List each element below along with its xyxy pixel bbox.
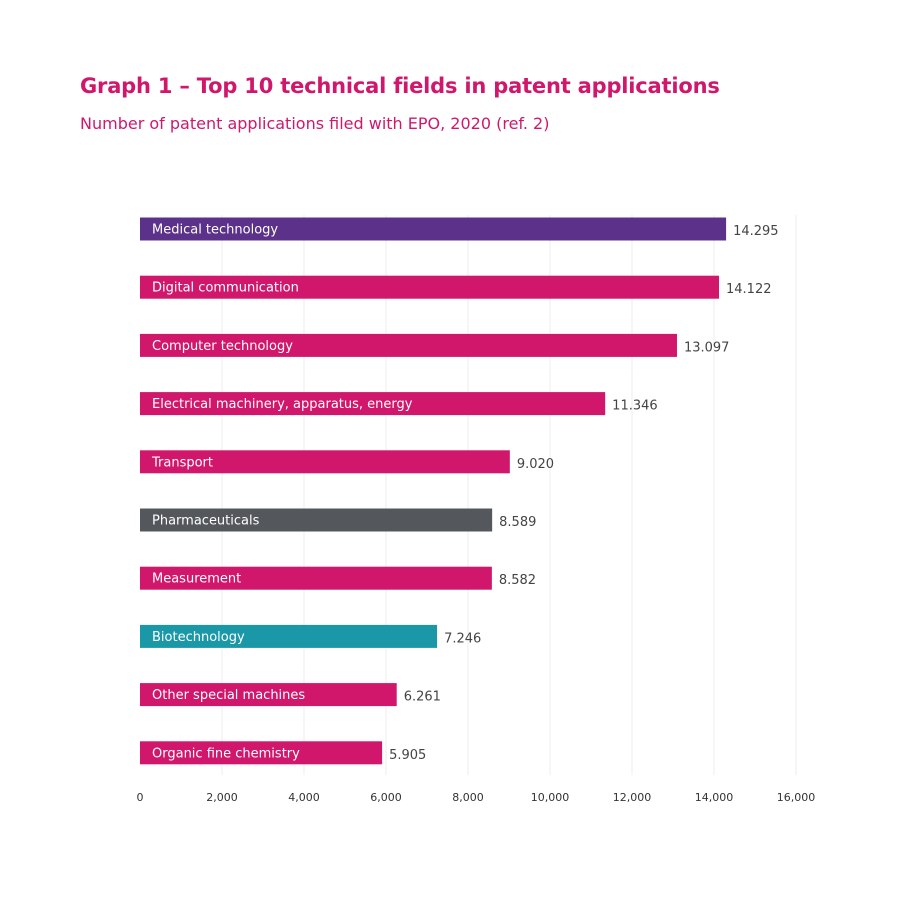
bar — [140, 275, 720, 299]
bar-value-label: 9.020 — [517, 457, 554, 472]
bar-category-label: Medical technology — [152, 223, 278, 238]
bar-value-label: 5.905 — [389, 748, 426, 763]
bar-category-label: Digital communication — [152, 281, 299, 296]
bar — [140, 217, 727, 241]
bar-value-label: 8.589 — [499, 515, 536, 530]
bar — [140, 683, 397, 707]
bar — [140, 392, 606, 416]
bar-category-label: Pharmaceuticals — [152, 514, 260, 529]
x-tick-label: 0 — [137, 791, 144, 804]
bar-category-label: Other special machines — [152, 688, 305, 703]
grid-lines — [221, 215, 797, 775]
x-tick-label: 2,000 — [206, 791, 238, 804]
x-tick-label: 8,000 — [452, 791, 484, 804]
bar-value-label: 11.346 — [612, 399, 658, 414]
bar-category-label: Organic fine chemistry — [152, 746, 300, 761]
bar-value-label: 13.097 — [684, 340, 730, 355]
chart-subtitle: Number of patent applications filed with… — [80, 114, 550, 133]
x-tick-label: 4,000 — [288, 791, 320, 804]
bar — [140, 566, 492, 590]
bars: Medical technology 14.295 Digital communic… — [140, 217, 779, 765]
bar-value-label: 6.261 — [404, 690, 441, 705]
bar — [140, 508, 493, 532]
bar-value-label: 7.246 — [444, 631, 481, 646]
x-tick-label: 14,000 — [695, 791, 734, 804]
bar — [140, 450, 510, 474]
bar — [140, 741, 383, 765]
x-axis-ticks: 0 2,000 4,000 6,000 8,000 10,000 12,000 14,000 1… — [137, 791, 816, 804]
bar-value-label: 14.122 — [726, 282, 772, 297]
bar-category-label: Computer technology — [152, 339, 293, 354]
bar — [140, 333, 677, 357]
x-tick-label: 10,000 — [531, 791, 570, 804]
x-tick-label: 6,000 — [370, 791, 402, 804]
bar-category-label: Transport — [151, 455, 213, 470]
bar-value-label: 8.582 — [499, 573, 536, 588]
bar-category-label: Electrical machinery, apparatus, energy — [152, 397, 413, 412]
x-tick-label: 16,000 — [777, 791, 816, 804]
bar-category-label: Biotechnology — [152, 630, 245, 645]
chart-title: Graph 1 – Top 10 technical fields in pat… — [80, 74, 720, 98]
bar — [140, 624, 438, 648]
bar-value-label: 14.295 — [733, 224, 779, 239]
x-tick-label: 12,000 — [613, 791, 652, 804]
bar-category-label: Measurement — [152, 572, 241, 587]
